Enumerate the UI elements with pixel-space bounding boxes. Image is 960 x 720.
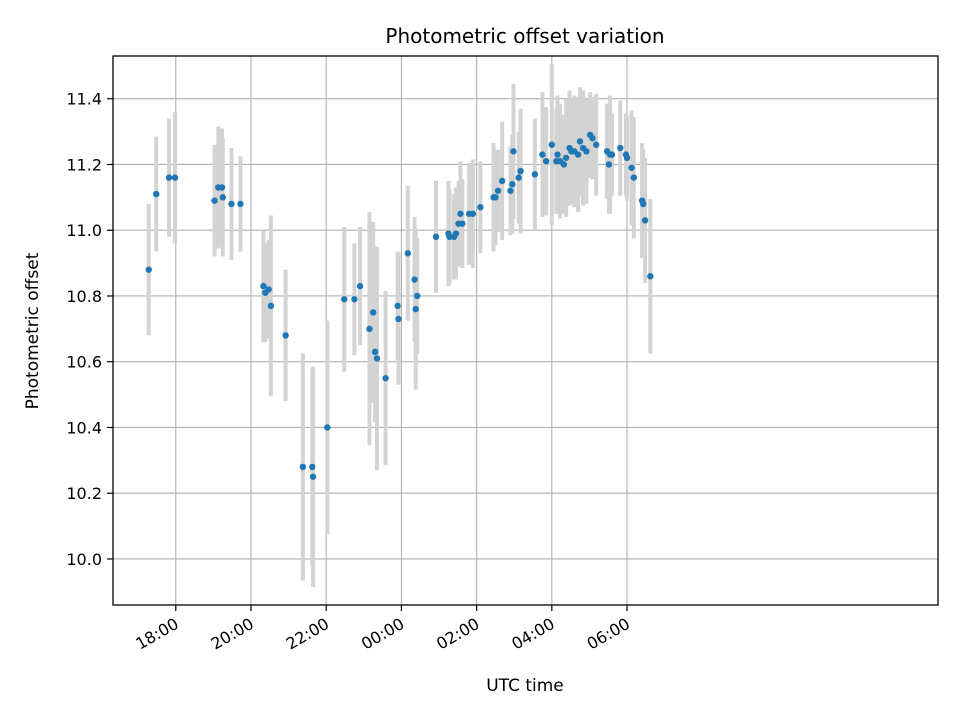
data-point (165, 174, 173, 181)
data-point (371, 348, 379, 356)
data-point (459, 220, 466, 227)
data-point (623, 154, 631, 162)
y-tick-label: 11.2 (66, 155, 102, 174)
data-point (404, 250, 412, 257)
data-point (562, 154, 570, 162)
data-point (531, 171, 539, 178)
y-axis-label: Photometric offset (23, 252, 43, 409)
data-point (395, 315, 402, 323)
data-point (583, 148, 590, 155)
data-point (414, 292, 421, 300)
data-point (299, 463, 307, 471)
data-point (412, 305, 419, 313)
data-point (515, 174, 522, 181)
plot-frame (112, 55, 939, 606)
data-point (373, 355, 381, 362)
data-point (510, 148, 517, 155)
data-point (171, 174, 179, 181)
data-point (228, 200, 235, 208)
data-point (267, 302, 275, 310)
data-point (539, 151, 546, 158)
y-tick-label: 10.6 (66, 353, 102, 372)
data-point (341, 296, 348, 303)
data-point (639, 200, 647, 208)
data-point (309, 473, 317, 480)
data-point (237, 200, 244, 208)
data-point (647, 273, 654, 280)
data-point (498, 177, 506, 185)
data-point (394, 302, 401, 310)
grid-lines (113, 56, 938, 605)
y-tick-label: 10.2 (66, 484, 102, 503)
data-point (370, 309, 377, 316)
data-point (309, 463, 316, 471)
data-point (554, 151, 561, 158)
data-point (452, 230, 460, 237)
x-tick-label: 04:00 (508, 614, 557, 654)
data-point (641, 217, 649, 224)
x-tick-label: 20:00 (208, 614, 257, 654)
y-tick-label: 11.0 (66, 221, 102, 240)
x-tick-label: 06:00 (584, 614, 633, 654)
data-point (548, 141, 556, 148)
data-point (630, 174, 637, 181)
x-axis-ticks: 18:00 20:00 22:00 00:00 02:00 04:00 06:00 (132, 605, 633, 654)
data-point (211, 197, 218, 204)
data-point (617, 144, 624, 152)
data-point (457, 210, 464, 217)
data-point (589, 134, 596, 142)
data-point (560, 161, 568, 168)
data-point (576, 138, 584, 145)
data-point (411, 276, 418, 283)
chart-title: Photometric offset variation (385, 24, 664, 48)
data-point (592, 141, 600, 148)
x-tick-label: 02:00 (433, 614, 482, 654)
data-point (605, 161, 613, 168)
data-point (477, 204, 484, 211)
y-tick-label: 11.4 (66, 90, 102, 109)
data-point (351, 296, 358, 303)
data-point (507, 187, 514, 194)
data-point (509, 181, 516, 188)
data-point (145, 266, 152, 273)
data-point (282, 332, 289, 339)
data-point (153, 190, 160, 198)
data-point (517, 167, 524, 175)
data-point (494, 187, 502, 194)
data-point (608, 151, 616, 158)
data-point (219, 194, 226, 201)
data-point (628, 164, 635, 171)
data-point (366, 325, 373, 333)
data-point (324, 424, 331, 431)
data-point (542, 157, 550, 165)
x-axis-label: UTC time (486, 676, 564, 696)
data-point (469, 210, 477, 217)
x-tick-label: 18:00 (132, 614, 181, 654)
data-point (265, 286, 272, 293)
y-tick-label: 10.0 (66, 550, 102, 569)
data-point (446, 233, 453, 241)
data-point (218, 184, 226, 191)
y-axis-ticks: 10.0 10.2 10.4 10.6 10.8 11.0 11.2 11.4 (66, 90, 113, 569)
x-tick-label: 22:00 (283, 614, 332, 654)
data-point (432, 233, 440, 241)
error-bars (146, 64, 653, 587)
data-point (260, 282, 267, 290)
data-point (574, 151, 582, 158)
y-tick-label: 10.8 (66, 287, 102, 306)
data-point (382, 374, 389, 382)
y-tick-label: 10.4 (66, 418, 102, 437)
data-points (145, 131, 654, 480)
data-point (492, 194, 499, 201)
x-tick-label: 00:00 (358, 614, 407, 654)
data-point (356, 282, 364, 290)
